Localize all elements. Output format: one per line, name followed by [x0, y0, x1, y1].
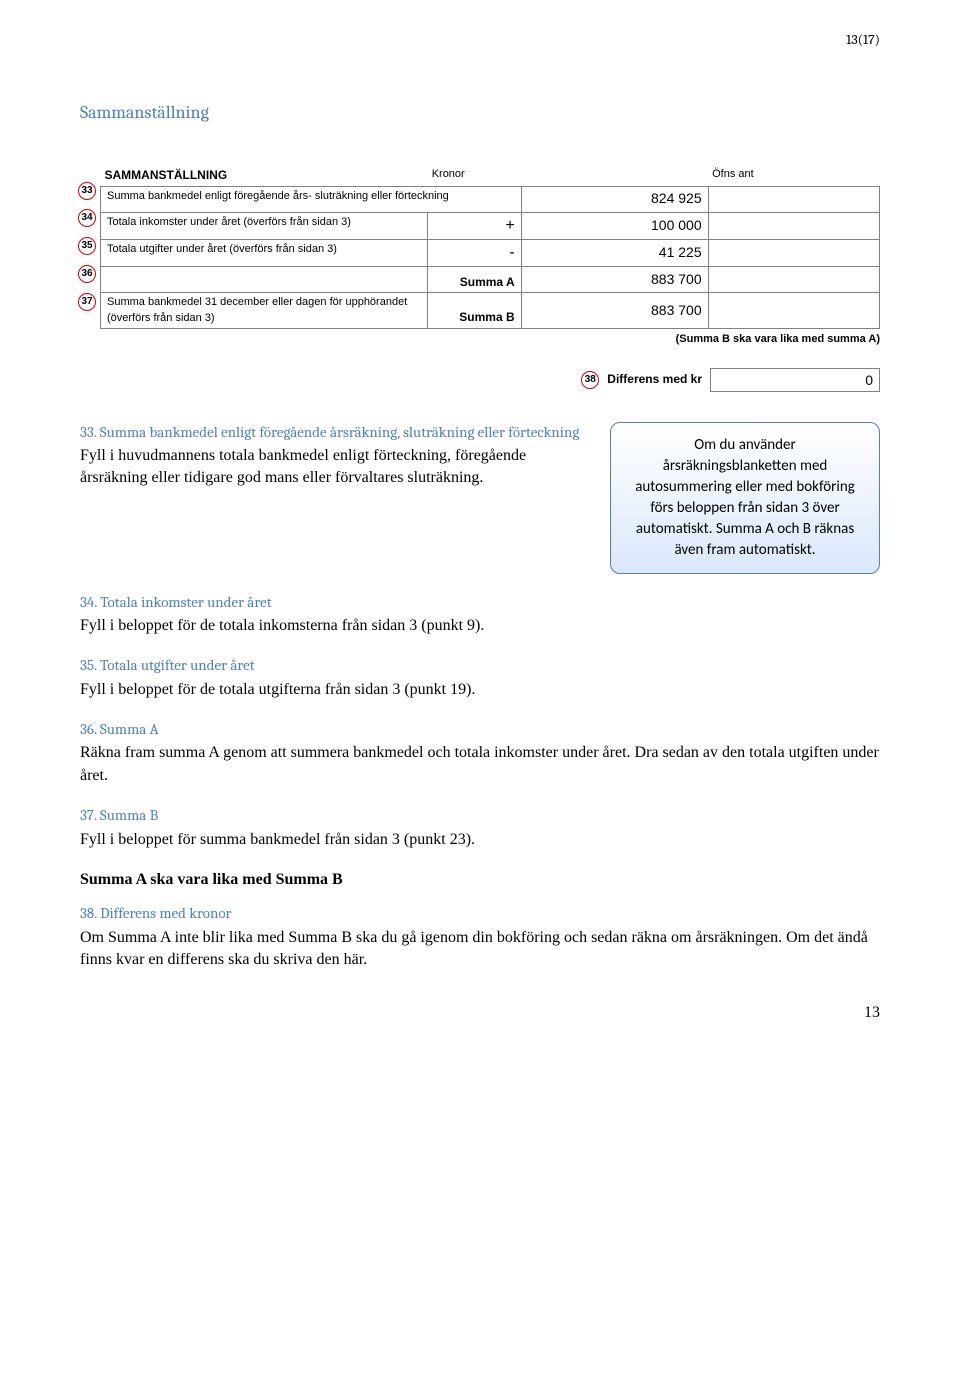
- page-number-bottom: 13: [80, 1002, 880, 1024]
- row-37-value: 883 700: [521, 293, 708, 329]
- item-34-head: 34. Totala inkomster under året: [80, 593, 272, 611]
- row-marker-34: 34: [78, 209, 96, 227]
- item-38-body: Om Summa A inte blir lika med Summa B sk…: [80, 927, 880, 972]
- section-title: Sammanställning: [80, 100, 880, 125]
- item-38-head: 38. Differens med kronor: [80, 904, 231, 922]
- diff-row: 38 Differens med kr 0: [100, 368, 880, 392]
- row-35-op: -: [428, 239, 521, 266]
- page-number-top: 13(17): [80, 30, 880, 50]
- row-marker-37: 37: [78, 293, 96, 311]
- form-area: 33 34 35 36 37 SAMMANSTÄLLNING Kronor Öf…: [80, 165, 880, 392]
- row-34-value: 100 000: [521, 212, 708, 239]
- callout-box: Om du använder årsräkningsblanketten med…: [610, 422, 880, 574]
- diff-label: Differens med kr: [607, 371, 702, 388]
- row-36-value: 883 700: [521, 267, 708, 293]
- row-35-value: 41 225: [521, 239, 708, 266]
- row-34-label: Totala inkomster under året (överförs fr…: [101, 212, 428, 239]
- row-marker-38: 38: [581, 371, 599, 389]
- row-marker-33: 33: [78, 182, 96, 200]
- row-36-summa: Summa A: [428, 267, 521, 293]
- row-33-value: 824 925: [521, 186, 708, 212]
- row-34-op: +: [428, 212, 521, 239]
- row-35-label: Totala utgifter under året (överförs frå…: [101, 239, 428, 266]
- diff-value: 0: [710, 368, 880, 392]
- form-header-title: SAMMANSTÄLLNING: [101, 165, 428, 186]
- item-36-body: Räkna fram summa A genom att summera ban…: [80, 742, 880, 787]
- row-marker-35: 35: [78, 237, 96, 255]
- row-37-summa: Summa B: [428, 293, 521, 329]
- row-33-label: Summa bankmedel enligt föregående års- s…: [101, 186, 522, 212]
- item-34-body: Fyll i beloppet för de totala inkomstern…: [80, 615, 880, 637]
- item-35-body: Fyll i beloppet för de totala utgifterna…: [80, 679, 880, 701]
- row-marker-36: 36: [78, 265, 96, 283]
- item-33-head: 33. Summa bankmedel enligt föregående år…: [80, 423, 579, 441]
- form-note: (Summa B ska vara lika med summa A): [100, 332, 880, 347]
- col-ofns-header: Öfns ant: [708, 165, 801, 186]
- item-33-body: Fyll i huvudmannens totala bankmedel enl…: [80, 445, 592, 490]
- subhead: Summa A ska vara lika med Summa B: [80, 869, 880, 891]
- item-35-head: 35. Totala utgifter under året: [80, 656, 255, 674]
- item-37-body: Fyll i beloppet för summa bankmedel från…: [80, 829, 880, 851]
- form-table: SAMMANSTÄLLNING Kronor Öfns ant Summa ba…: [100, 165, 880, 329]
- row-37-label: Summa bankmedel 31 december eller dagen …: [101, 293, 428, 329]
- col-kronor-header: Kronor: [428, 165, 521, 186]
- item-37-head: 37. Summa B: [80, 806, 158, 824]
- item-36-head: 36. Summa A: [80, 720, 159, 738]
